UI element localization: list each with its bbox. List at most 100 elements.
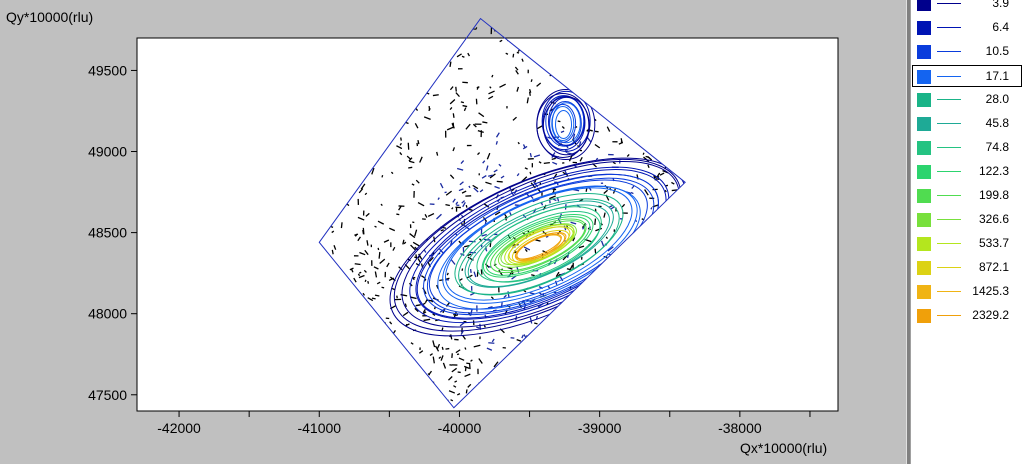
- legend-item[interactable]: 3.9: [913, 0, 1021, 15]
- noise-contour: [516, 173, 520, 177]
- noise-contour: [483, 325, 486, 328]
- noise-contour: [527, 23, 531, 29]
- noise-contour: [410, 296, 417, 300]
- noise-contour: [462, 104, 468, 108]
- noise-contour: [512, 53, 515, 58]
- noise-contour: [406, 155, 411, 160]
- noise-contour: [390, 171, 394, 175]
- noise-contour: [467, 52, 470, 57]
- noise-contour: [426, 92, 430, 95]
- noise-contour: [334, 28, 340, 36]
- noise-contour: [378, 251, 381, 259]
- noise-contour: [570, 221, 577, 225]
- noise-contour: [455, 92, 460, 98]
- noise-contour: [427, 213, 435, 217]
- noise-contour: [566, 27, 570, 31]
- noise-contour: [476, 86, 480, 90]
- noise-contour: [432, 313, 436, 317]
- noise-contour: [471, 24, 475, 28]
- noise-contour: [514, 66, 519, 71]
- noise-contour: [452, 198, 456, 203]
- legend-item[interactable]: 199.8: [913, 185, 1021, 207]
- noise-contour: [402, 311, 409, 317]
- noise-contour: [340, 222, 343, 229]
- noise-contour: [392, 246, 396, 251]
- contour-line: [542, 95, 586, 151]
- legend-item[interactable]: 872.1: [913, 257, 1021, 279]
- noise-contour: [511, 188, 515, 192]
- y-tick-label: 48000: [88, 306, 127, 322]
- legend-swatch: [917, 261, 931, 275]
- noise-contour: [389, 321, 393, 325]
- noise-contour: [460, 160, 465, 164]
- panel-splitter[interactable]: [906, 0, 910, 464]
- noise-contour: [468, 208, 473, 211]
- noise-contour: [357, 273, 361, 277]
- noise-contour: [367, 297, 374, 302]
- noise-contour: [398, 266, 403, 271]
- noise-contour: [422, 309, 426, 313]
- legend-item[interactable]: 74.8: [913, 137, 1021, 159]
- noise-contour: [432, 94, 439, 97]
- noise-contour: [354, 263, 361, 266]
- x-tick-label: -41000: [297, 420, 341, 436]
- noise-contour: [364, 249, 369, 256]
- noise-contour: [488, 90, 495, 95]
- noise-contour: [572, 237, 576, 242]
- legend-item[interactable]: 28.0: [913, 89, 1021, 111]
- noise-contour: [357, 236, 361, 242]
- noise-contour: [523, 246, 531, 251]
- contour-line: [551, 102, 581, 144]
- noise-contour: [371, 167, 375, 175]
- legend-value: 2329.2: [972, 308, 1009, 322]
- x-tick-label: -42000: [157, 420, 201, 436]
- noise-contour: [331, 249, 334, 255]
- contour-line: [476, 206, 602, 283]
- legend-item[interactable]: 1425.3: [913, 281, 1021, 303]
- legend-line: [937, 3, 961, 4]
- noise-contour: [464, 347, 467, 350]
- legend-line: [937, 147, 961, 148]
- noise-contour: [364, 192, 368, 196]
- legend-item[interactable]: 17.1: [912, 65, 1022, 87]
- contour-line: [415, 169, 667, 320]
- legend-item[interactable]: 6.4: [913, 17, 1021, 39]
- contour-plot[interactable]: -42000 -41000 -40000 -39000 -38000 47500 48000…: [0, 0, 906, 464]
- legend-value: 326.6: [978, 212, 1009, 226]
- noise-contour: [374, 225, 377, 228]
- noise-contour: [353, 277, 357, 283]
- noise-contour: [424, 214, 428, 218]
- noise-contour: [434, 345, 440, 352]
- noise-contour: [533, 154, 541, 158]
- contour-line: [551, 106, 575, 142]
- noise-contour: [493, 169, 498, 173]
- noise-contour: [376, 281, 381, 285]
- noise-contour: [631, 185, 635, 189]
- contour-line: [481, 210, 601, 283]
- noise-contour: [528, 91, 531, 96]
- noise-contour: [463, 365, 470, 370]
- legend-value: 872.1: [978, 260, 1009, 274]
- legend-item[interactable]: 326.6: [913, 209, 1021, 231]
- noise-contour: [530, 182, 536, 189]
- legend-item[interactable]: 533.7: [913, 233, 1021, 255]
- noise-contour: [676, 25, 683, 29]
- legend-line: [937, 123, 961, 124]
- noise-contour: [456, 30, 463, 36]
- contour-line: [426, 177, 655, 314]
- contour-line: [458, 198, 620, 296]
- noise-contour: [461, 190, 467, 194]
- legend-item[interactable]: 10.5: [913, 41, 1021, 63]
- noise-contour: [437, 21, 443, 27]
- legend-item[interactable]: 45.8: [913, 113, 1021, 135]
- noise-contour: [436, 213, 442, 220]
- noise-contour: [605, 236, 609, 239]
- contour-line: [504, 224, 575, 266]
- noise-contour: [351, 269, 354, 273]
- noise-contour: [360, 183, 366, 190]
- noise-contour: [509, 211, 512, 216]
- legend-item[interactable]: 2329.2: [913, 305, 1021, 327]
- legend-value: 122.3: [978, 164, 1009, 178]
- legend-item[interactable]: 122.3: [913, 161, 1021, 183]
- noise-contour: [380, 203, 383, 207]
